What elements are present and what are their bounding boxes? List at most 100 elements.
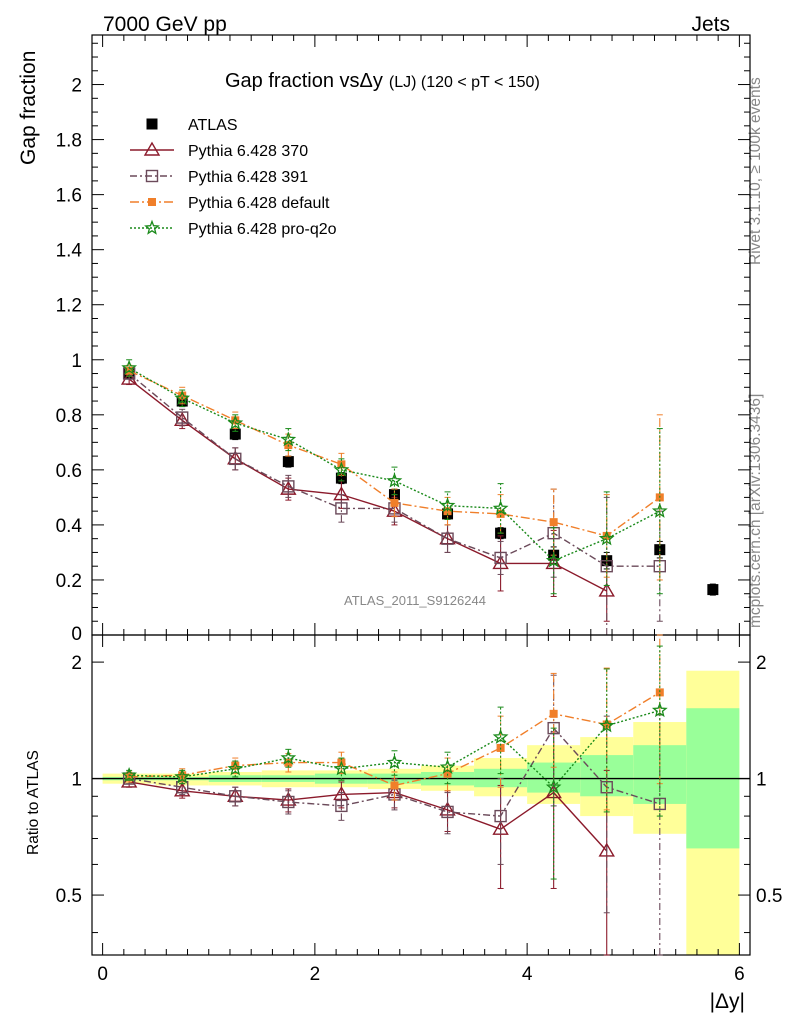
data-point <box>125 772 134 781</box>
series-line-pdefault <box>129 691 661 787</box>
data-point <box>227 414 244 430</box>
x-tick-label: 0 <box>97 964 108 985</box>
data-point <box>496 509 505 518</box>
y-tick-label: 0.4 <box>56 516 83 537</box>
data-point <box>178 391 187 400</box>
data-point <box>121 359 138 375</box>
data-point <box>492 500 509 516</box>
x-axis-label: |Δy| <box>710 990 745 1013</box>
data-point <box>282 795 295 809</box>
y-tick-label-right: 1 <box>756 770 767 791</box>
x-tick-label: 6 <box>734 964 745 985</box>
data-point <box>229 452 242 466</box>
data-point <box>651 502 668 518</box>
data-point <box>545 552 562 568</box>
data-point <box>280 791 297 806</box>
data-point <box>335 799 348 813</box>
data-point <box>282 480 295 493</box>
legend-marker <box>146 118 158 130</box>
rivet-version-label: Rivet 3.1.10, ≥ 100k events <box>747 77 764 265</box>
legend-entry-p370: Pythia 6.428 370 <box>130 141 308 160</box>
data-point <box>598 530 615 546</box>
data-point <box>651 702 668 718</box>
data-point <box>176 411 189 424</box>
y-tick-label: 1.4 <box>56 241 83 262</box>
data-point <box>494 809 507 823</box>
y-tick-label: 0.8 <box>56 406 82 427</box>
data-point <box>229 428 241 440</box>
y-tick-label: 2 <box>71 653 82 674</box>
y-tick-label: 2 <box>71 76 82 97</box>
data-point <box>120 370 138 385</box>
data-point <box>443 769 452 778</box>
legend-label: Pythia 6.428 pro-q2o <box>188 221 337 238</box>
data-point <box>494 551 507 565</box>
data-point <box>333 486 350 501</box>
data-point <box>280 749 297 765</box>
data-point <box>439 497 456 513</box>
series-line-p391 <box>129 726 661 817</box>
y-tick-label: 1 <box>71 351 82 372</box>
data-point <box>390 781 399 790</box>
y-tick-label-right: 0.5 <box>756 886 782 907</box>
legend-entry-ATLAS: ATLAS <box>146 117 238 134</box>
mcplots-label: mcplots.cern.ch [arXiv:1306.3436] <box>747 394 764 628</box>
data-point <box>174 768 191 784</box>
series-line-pq2o <box>128 367 661 562</box>
header-left-label: 7000 GeV pp <box>103 13 227 36</box>
analysis-watermark: ATLAS_2011_S9126244 <box>344 593 486 608</box>
data-point <box>173 782 191 797</box>
data-point <box>386 754 403 770</box>
y-tick-label: 1.2 <box>56 296 82 317</box>
series-pdefault <box>125 364 664 581</box>
data-point <box>441 805 454 819</box>
data-point <box>655 688 664 697</box>
main-panel: 0.2 0.4 0.6 0.8 1 1.2 1.4 1.6 1.8 2 0 Gap fraction G… <box>17 34 751 645</box>
data-point <box>333 760 350 776</box>
data-point <box>598 582 615 597</box>
chart-subtitle: (LJ) (120 < pT < 150) <box>389 74 540 91</box>
legend-marker <box>144 219 160 235</box>
data-point <box>335 472 347 484</box>
legend-label: Pythia 6.428 370 <box>188 143 308 160</box>
series-line-p370 <box>129 781 608 852</box>
data-point <box>335 502 348 515</box>
legend-label: ATLAS <box>188 117 238 134</box>
y-tick-label: 1.8 <box>56 131 82 152</box>
x-tick-label: 4 <box>522 964 533 985</box>
data-point <box>174 390 191 406</box>
legend-entry-pdefault: Pythia 6.428 default <box>130 195 330 212</box>
data-point <box>549 518 558 527</box>
y-tick-label: 1 <box>71 770 82 791</box>
ratio-panel: 0.5 0.5 1 1 2 2 0 2 4 6 Ratio to ATLAS |Δy| <box>25 634 782 1013</box>
data-point <box>231 761 240 770</box>
ratio-y-axis-label: Ratio to ATLAS <box>25 750 42 855</box>
data-point <box>229 790 242 803</box>
data-point <box>602 720 611 729</box>
chart-title: Gap fraction vsΔy (LJ) (120 < pT < 150) <box>225 70 540 92</box>
header-right-label: Jets <box>691 13 730 36</box>
data-point <box>333 461 350 477</box>
data-point <box>439 758 456 774</box>
legend-label: Pythia 6.428 default <box>188 195 330 212</box>
data-point <box>390 498 399 507</box>
data-point <box>545 778 562 794</box>
y-tick-label: 0.2 <box>56 571 82 592</box>
data-point <box>386 472 403 488</box>
legend-marker <box>143 141 161 156</box>
y-tick-label-right: 2 <box>756 653 767 674</box>
x-tick-label: 2 <box>310 964 321 985</box>
legend-entry-p391: Pythia 6.428 391 <box>130 169 308 186</box>
series-pq2o <box>121 359 668 595</box>
y-axis-label: Gap fraction <box>17 51 40 165</box>
y-tick-label: 0.5 <box>56 886 82 907</box>
legend-label: Pythia 6.428 391 <box>188 169 308 186</box>
data-point <box>280 431 297 447</box>
data-point <box>598 717 615 733</box>
y-tick-label: 1.6 <box>56 186 82 207</box>
data-point <box>227 760 244 776</box>
data-point <box>231 416 240 425</box>
data-point <box>282 456 294 468</box>
series-p370 <box>120 370 615 622</box>
data-point <box>707 584 719 596</box>
